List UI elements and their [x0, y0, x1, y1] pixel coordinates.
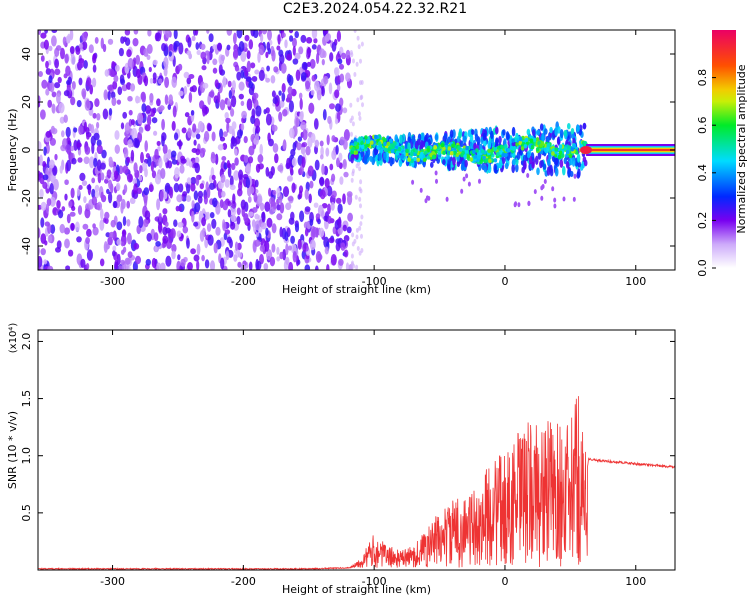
heatmap-region-3 — [580, 144, 675, 156]
bottom-xtick-label: -300 — [100, 575, 125, 588]
bottom-ytick-label: 1.0 — [20, 447, 33, 465]
heatmap-region-2 — [349, 121, 588, 209]
top-ytick-label: -40 — [20, 237, 33, 255]
colorbar-tick-label: 0.2 — [696, 212, 709, 230]
top-xtick-label: 0 — [501, 275, 508, 288]
bottom-xtick-label: 0 — [501, 575, 508, 588]
bottom-xlabel: Height of straight line (km) — [282, 583, 431, 596]
bottom-ytick-label: 2.0 — [20, 333, 33, 351]
bottom-xtick-label: -100 — [362, 575, 387, 588]
top-ylabel: Frequency (Hz) — [6, 109, 19, 192]
colorbar-tick-label: 0.8 — [696, 69, 709, 87]
bottom-plot-frame — [37, 329, 676, 571]
top-xtick-label: -200 — [231, 275, 256, 288]
colorbar-label: Normalized spectral amplitude — [735, 64, 748, 233]
heatmap-region-1 — [38, 30, 364, 270]
colorbar-tick-label: 0.6 — [696, 116, 709, 134]
top-ytick-label: 20 — [20, 95, 33, 109]
top-xlabel: Height of straight line (km) — [282, 283, 431, 296]
snr-series — [38, 396, 675, 570]
top-ytick-label: 0 — [20, 147, 33, 154]
heatmap-layer — [38, 30, 675, 270]
top-xtick-label: 100 — [625, 275, 646, 288]
bottom-xtick-label: 100 — [625, 575, 646, 588]
top-xtick-label: -100 — [362, 275, 387, 288]
snr-line — [38, 396, 675, 570]
chart-title: C2E3.2024.054.22.32.R21 — [282, 1, 468, 17]
bottom-ytick-label: 1.5 — [20, 390, 33, 408]
top-xtick-label: -300 — [100, 275, 125, 288]
top-ytick-label: -20 — [20, 189, 33, 207]
bottom-ytick-label: 0.5 — [20, 504, 33, 522]
colorbar — [712, 30, 736, 268]
colorbar-tick-label: 0.0 — [696, 259, 709, 277]
bottom-ylabel: SNR (10 * v/v) — [6, 411, 19, 489]
bottom-y-multiplier: (x10⁴) — [8, 323, 19, 354]
top-ytick-label: 40 — [20, 47, 33, 61]
colorbar-tick-label: 0.4 — [696, 164, 709, 182]
bottom-xtick-label: -200 — [231, 575, 256, 588]
